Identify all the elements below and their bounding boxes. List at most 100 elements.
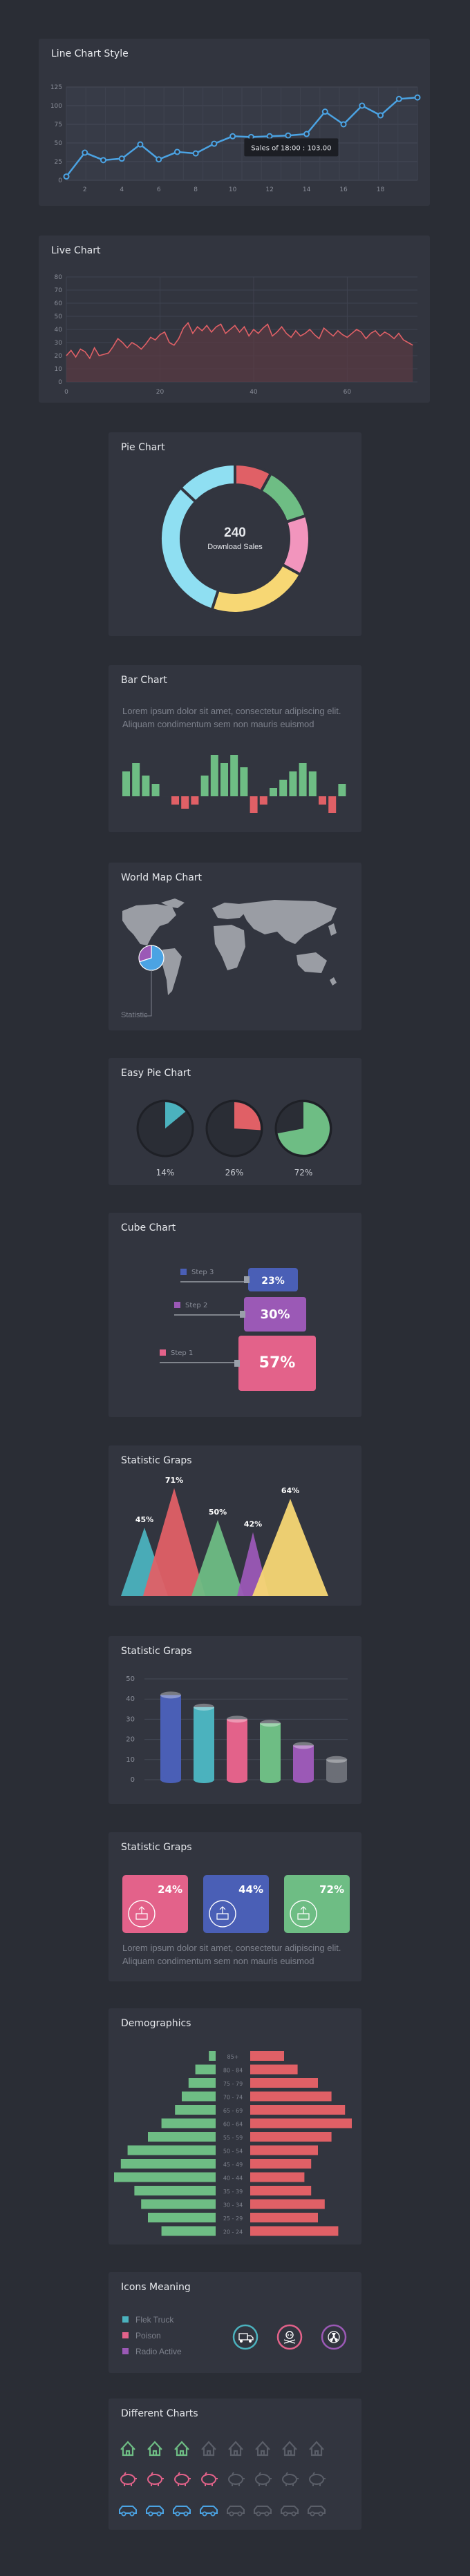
rocket-icon [209, 1900, 236, 1928]
car-icon [119, 2506, 137, 2514]
cylinder-base [326, 1776, 347, 1783]
donut-slice [178, 462, 236, 504]
legend-item: Radio Active [122, 2347, 182, 2356]
y-tick-label: 0 [58, 379, 62, 386]
car-wheel [256, 2511, 261, 2517]
data-point [395, 95, 402, 102]
car-icon [254, 2506, 272, 2514]
pig-icon-legs [124, 2472, 137, 2486]
y-tick-label: 40 [126, 1695, 135, 1703]
stat-tile-value: 24% [158, 1883, 182, 1896]
y-tick-label: 40 [55, 327, 63, 334]
bar-chart-text: Lorem ipsum dolor sit amet, consectetur … [122, 706, 341, 729]
series-area [66, 323, 413, 382]
right-bar [250, 2118, 352, 2128]
right-bar [250, 2172, 305, 2182]
right-bar [250, 2078, 318, 2088]
pig-icon-legs [312, 2472, 326, 2486]
data-point [285, 132, 292, 139]
age-label: 35 - 39 [223, 2189, 243, 2195]
poison-icon [276, 2324, 303, 2350]
cube-value: 57% [259, 1354, 296, 1372]
triangle-bar [143, 1488, 205, 1596]
car-wheel [175, 2511, 180, 2517]
left-bar [161, 2226, 216, 2236]
bar [122, 771, 130, 796]
pig-icon [174, 2474, 189, 2485]
stat-tile [203, 1875, 269, 1933]
truck-icon [232, 2324, 258, 2350]
bar [240, 767, 248, 796]
car-icon [200, 2506, 218, 2514]
data-point [192, 150, 199, 157]
cake-icon-detail [135, 1906, 148, 1920]
cylinder-base [260, 1776, 281, 1783]
cylinder-base [227, 1776, 247, 1783]
bar [289, 771, 297, 796]
donut-slice [258, 471, 308, 524]
bar [220, 763, 228, 796]
y-tick-label: 80 [55, 274, 63, 281]
ship-icon [290, 1900, 317, 1928]
continent-shape [162, 948, 182, 995]
legend-swatch [122, 2316, 129, 2323]
car-wheel [264, 2511, 270, 2517]
bar [171, 796, 179, 805]
series-line [66, 322, 413, 360]
continent-shape [297, 952, 327, 973]
easy-pie-chart: 14% 26% 72% [136, 1099, 332, 1178]
cylinder-top [160, 1691, 181, 1699]
continent-shape [212, 903, 247, 919]
live-chart: 0 10 20 30 40 50 60 70 80 0 20 40 60 [55, 274, 417, 396]
house-icon [228, 2441, 243, 2457]
triangle-bar [191, 1520, 244, 1596]
age-label: 60 - 64 [223, 2122, 243, 2128]
legend-label: Poison [135, 2331, 161, 2340]
age-label: 25 - 29 [223, 2215, 243, 2222]
donut-slice [210, 562, 303, 615]
left-bar [134, 2186, 216, 2195]
right-bar [250, 2145, 318, 2155]
legend-label: Flek Truck [135, 2315, 174, 2325]
car-icon [308, 2506, 326, 2514]
cylinder-body [293, 1745, 314, 1780]
left-bar [141, 2199, 216, 2209]
data-point [359, 102, 366, 109]
rocket-icon-detail [216, 1906, 229, 1920]
pig-icon [228, 2474, 243, 2485]
continent-shape [122, 904, 176, 945]
stat-tile-value: 44% [238, 1883, 263, 1896]
easy-pie-label: 72% [294, 1168, 313, 1178]
card-title: Live Chart [51, 245, 101, 256]
world-map-card: World Map Chart Statistic [109, 863, 361, 1030]
car-wheel [291, 2511, 297, 2517]
bar [338, 784, 346, 796]
x-tick-label: 10 [229, 186, 237, 193]
data-point [211, 140, 218, 147]
bar [142, 776, 150, 796]
y-tick-label: 30 [126, 1715, 135, 1723]
age-label: 50 - 54 [223, 2149, 243, 2155]
cube-connector [234, 1360, 240, 1367]
cylinder-chart: 0 10 20 30 40 50 [126, 1675, 348, 1784]
cake-icon [128, 1900, 156, 1928]
data-point [100, 157, 106, 164]
tooltip-text: Sales of 18:00 : 103.00 [251, 144, 331, 152]
stat-cards-text: Lorem ipsum dolor sit amet, consectetur … [122, 1943, 341, 1966]
y-tick-label: 25 [55, 159, 62, 166]
house-icon [120, 2441, 135, 2457]
car-wheel [229, 2511, 234, 2517]
card-title: Easy Pie Chart [121, 1068, 191, 1079]
x-tick-label: 2 [83, 186, 87, 193]
data-point [303, 131, 310, 137]
cylinder-body [227, 1719, 247, 1780]
cube-chart-card: Cube Chart Step 3 23% Step 2 30% Step 1 57% [109, 1213, 361, 1417]
y-tick-label: 50 [55, 140, 63, 147]
bar [132, 763, 140, 796]
car-icon [281, 2506, 299, 2514]
cylinder-top [260, 1720, 281, 1727]
x-tick-label: 16 [339, 186, 348, 193]
step-label: Step 1 [171, 1349, 193, 1357]
car-wheel [210, 2511, 216, 2517]
step-label: Step 3 [191, 1269, 214, 1276]
